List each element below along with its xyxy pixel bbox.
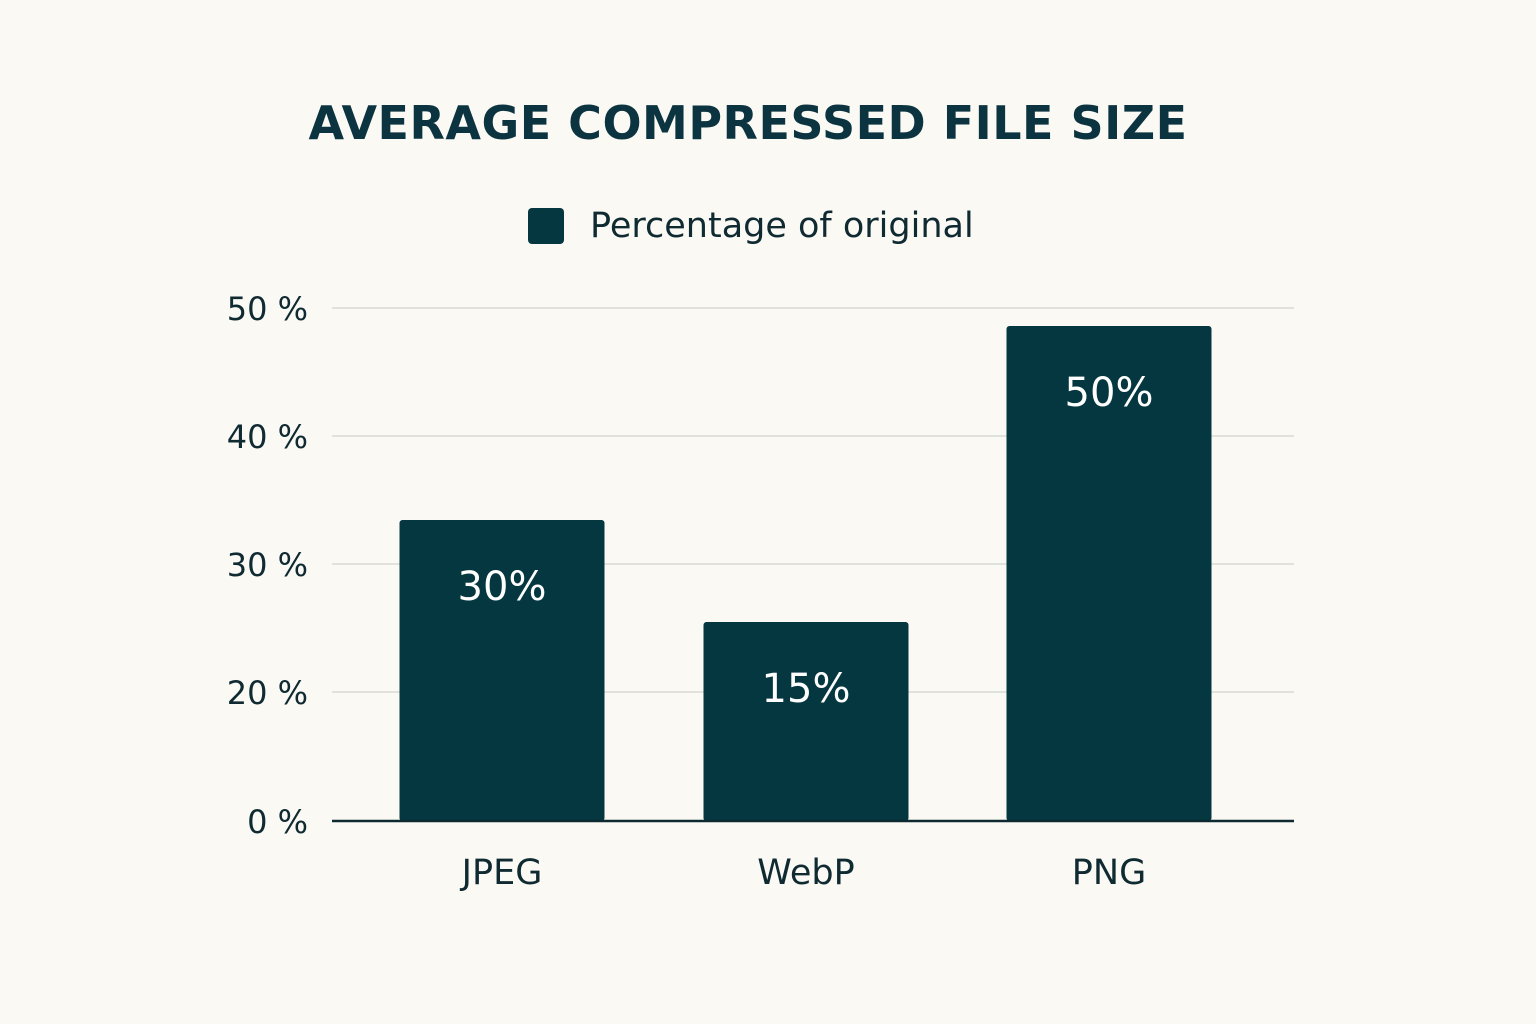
data-label: 30% [458,564,547,610]
data-label: 15% [762,666,851,712]
legend: Percentage of original [528,202,974,250]
y-tick-label: 50 % [227,290,308,328]
y-tick-label: 0 % [247,803,308,841]
x-axis-categories: JPEG WebP PNG [460,853,1147,893]
legend-swatch [528,208,564,244]
bar-png [1006,326,1212,821]
bars: 30% 15% 50% [399,326,1212,821]
x-tick-label: WebP [757,853,854,893]
x-tick-label: PNG [1072,853,1146,893]
y-tick-label: 20 % [227,674,308,712]
bar-webp [703,622,909,821]
y-axis-ticks: 0 % 20 % 30 % 40 % 50 % [227,290,308,841]
y-tick-label: 30 % [227,546,308,584]
x-tick-label: JPEG [460,853,543,893]
chart-title: AVERAGE COMPRESSED FILE SIZE [308,96,1188,150]
data-label: 50% [1065,370,1154,416]
bar-jpeg [399,520,605,821]
legend-label: Percentage of original [590,206,974,246]
y-tick-label: 40 % [227,418,308,456]
